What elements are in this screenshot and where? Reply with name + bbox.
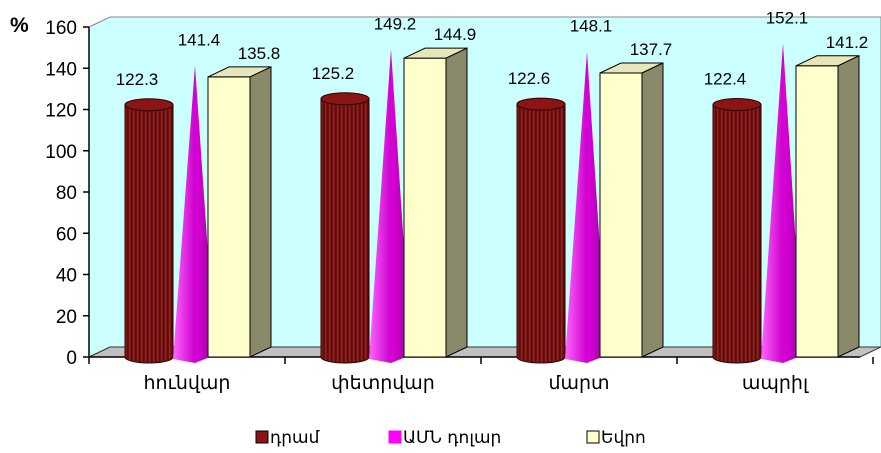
bar-box [207, 66, 272, 358]
box-side [641, 62, 664, 358]
y-tick-label: 0 [66, 348, 77, 369]
data-label-dram: 122.3 [116, 70, 159, 89]
box-front [795, 65, 839, 358]
cylinder-top [712, 98, 762, 112]
data-label-usd: 152.1 [766, 8, 809, 27]
data-labels: 122.3 141.4 135.8 125.2 149.2 144.9 122.6 148.1… [116, 8, 869, 88]
cylinder-body [516, 103, 566, 364]
box-front [403, 57, 447, 358]
bars [124, 43, 860, 364]
box-side [249, 66, 272, 358]
cylinder-body [124, 104, 174, 364]
box-side [445, 47, 468, 358]
bar-cylinder [124, 98, 174, 364]
bar-cylinder [516, 97, 566, 364]
legend-label-euro: Եվրո [601, 428, 646, 448]
y-tick-label: 120 [45, 101, 77, 122]
cylinder-top [516, 97, 566, 111]
y-tick-label: 60 [56, 224, 77, 245]
x-category-label: փետրվար [331, 372, 435, 394]
cylinder-top [320, 92, 370, 106]
y-tick-label: 80 [56, 183, 77, 204]
legend-swatch-dram [255, 430, 269, 444]
y-unit-label: % [10, 14, 29, 37]
legend-label-dram: դրամ [270, 428, 320, 448]
data-label-usd: 149.2 [374, 14, 417, 33]
y-tick-label: 40 [56, 266, 77, 287]
x-category-label: հունվար [144, 372, 231, 394]
bar-box [795, 54, 860, 358]
data-label-usd: 141.4 [178, 30, 221, 49]
data-label-euro: 135.8 [238, 44, 281, 63]
y-tick-label: 160 [45, 18, 77, 39]
data-label-dram: 122.4 [704, 70, 747, 89]
pyramid-face-left [369, 49, 391, 364]
cylinder-body [712, 104, 762, 364]
x-axis-categories: հունվար փետրվար մարտ ապրիլ [88, 357, 874, 394]
bar-cylinder [320, 92, 370, 364]
y-axis-ticks: 0 20 40 60 80 100 120 140 160 [45, 18, 89, 369]
bar-box [599, 62, 664, 358]
data-label-dram: 122.6 [508, 69, 551, 88]
x-category-label: ապրիլ [742, 372, 809, 394]
y-tick-label: 100 [45, 142, 77, 163]
data-label-euro: 137.7 [630, 40, 673, 59]
pyramid-face-left [565, 51, 587, 363]
cylinder-top [124, 98, 174, 112]
pyramid-face-left [761, 43, 783, 363]
x-category-label: մարտ [548, 372, 609, 394]
legend-swatch-euro [586, 430, 600, 444]
bar-box [403, 47, 468, 358]
legend-swatch-usd [388, 430, 402, 444]
data-label-euro: 144.9 [434, 25, 477, 44]
box-front [207, 76, 251, 358]
y-tick-label: 140 [45, 59, 77, 80]
box-side [837, 54, 860, 358]
data-label-euro: 141.2 [826, 33, 869, 52]
cylinder-body [320, 98, 370, 364]
legend: դրամ ԱՄՆ դոլար Եվրո [255, 428, 646, 448]
data-label-usd: 148.1 [570, 17, 613, 36]
pyramid-face-left [173, 65, 195, 364]
y-tick-label: 20 [56, 307, 77, 328]
data-label-dram: 125.2 [312, 64, 355, 83]
box-front [599, 72, 643, 358]
legend-label-usd: ԱՄՆ դոլար [403, 428, 501, 448]
bar-cylinder [712, 98, 762, 364]
